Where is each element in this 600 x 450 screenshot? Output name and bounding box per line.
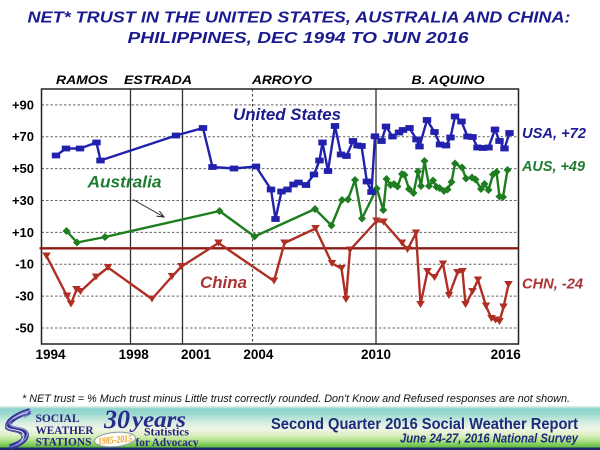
svg-text:years: years [129,407,186,432]
svg-text:AUS, +49: AUS, +49 [521,158,586,175]
svg-text:China: China [200,273,247,292]
svg-text:Second Quarter 2016 Social Wea: Second Quarter 2016 Social Weather Repor… [271,416,578,433]
svg-text:+50: +50 [12,161,34,176]
svg-text:United States: United States [233,105,341,124]
svg-text:Statistics: Statistics [144,425,189,439]
svg-text:-10: -10 [15,257,34,272]
svg-text:for Advocacy: for Advocacy [136,435,199,449]
svg-text:STATIONS: STATIONS [36,435,92,449]
svg-text:2016: 2016 [491,347,522,362]
svg-text:-30: -30 [15,289,34,304]
svg-text:-50: -50 [15,321,34,336]
svg-text:+10: +10 [12,225,34,240]
svg-text:Australia: Australia [86,173,161,192]
svg-text:PHILIPPINES, DEC 1994 TO JUN 2: PHILIPPINES, DEC 1994 TO JUN 2016 [128,30,469,47]
svg-text:* NET trust = % Much trust min: * NET trust = % Much trust minus Little … [22,393,570,405]
svg-text:+30: +30 [12,193,34,208]
svg-text:2010: 2010 [361,347,391,362]
svg-text:+90: +90 [12,97,34,112]
svg-text:ESTRADA: ESTRADA [124,75,192,87]
svg-text:WEATHER: WEATHER [36,423,94,437]
svg-text:USA, +72: USA, +72 [522,125,587,142]
svg-text:2001: 2001 [181,347,212,362]
svg-text:1998: 1998 [119,347,150,362]
svg-text:ARROYO: ARROYO [251,75,312,87]
svg-text:1985-2015: 1985-2015 [98,434,133,448]
svg-text:SOCIAL: SOCIAL [36,411,80,425]
svg-text:30: 30 [103,405,130,434]
svg-text:NET* TRUST IN THE UNITED STATE: NET* TRUST IN THE UNITED STATES, AUSTRAL… [28,10,571,27]
svg-text:+70: +70 [12,129,34,144]
svg-text:CHN, -24: CHN, -24 [522,276,584,293]
svg-text:1994: 1994 [35,347,66,362]
svg-text:2004: 2004 [243,347,274,362]
svg-text:June 24-27, 2016 National Surv: June 24-27, 2016 National Survey [400,431,579,446]
svg-text:RAMOS: RAMOS [56,75,108,87]
svg-text:B. AQUINO: B. AQUINO [412,75,485,87]
